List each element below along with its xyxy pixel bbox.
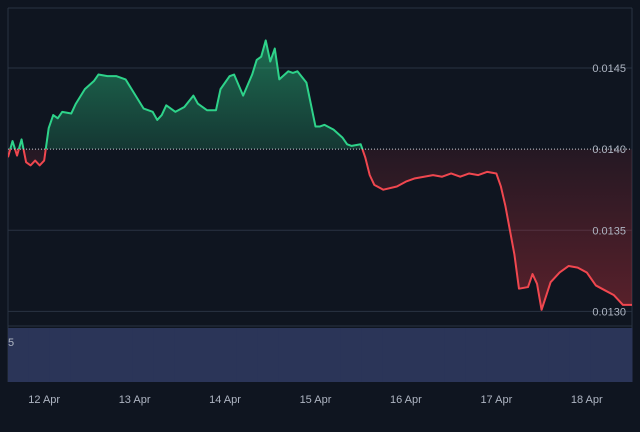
volume-bar	[257, 328, 279, 382]
volume-axis-label: 5	[8, 337, 14, 349]
price-line-above-baseline	[9, 39, 364, 150]
volume-bar	[507, 328, 529, 382]
x-tick-label: 15 Apr	[300, 394, 332, 406]
volume-bar	[28, 328, 51, 382]
volume-bar	[528, 328, 550, 382]
volume-bar	[299, 328, 321, 382]
y-axis: 0.0145 0.0140 0.0135 0.0130	[592, 63, 626, 318]
volume-bar	[340, 328, 363, 382]
volume-bar	[132, 328, 155, 382]
volume-bar	[278, 328, 300, 382]
volume-bar	[403, 328, 425, 382]
x-tick-label: 16 Apr	[390, 394, 422, 406]
price-area-fill	[8, 40, 632, 310]
x-tick-label: 17 Apr	[480, 394, 512, 406]
x-tick-label: 13 Apr	[119, 394, 151, 406]
volume-bar	[424, 328, 446, 382]
volume-bar	[320, 328, 342, 382]
volume-bar	[236, 328, 259, 382]
area-fill-above-baseline	[8, 40, 632, 150]
volume-bar	[611, 328, 633, 382]
y-tick-label: 0.0140	[592, 144, 626, 156]
volume-bar	[174, 328, 196, 382]
y-tick-label: 0.0135	[592, 225, 626, 237]
volume-bar	[8, 328, 30, 382]
volume-bar	[361, 328, 383, 382]
x-tick-label: 18 Apr	[571, 394, 603, 406]
price-line	[8, 39, 632, 311]
x-tick-label: 12 Apr	[28, 394, 60, 406]
volume-bar	[49, 328, 71, 382]
volume-bar	[569, 328, 591, 382]
volume-bar	[91, 328, 113, 382]
volume-bar	[382, 328, 404, 382]
volume-bar	[112, 328, 134, 382]
volume-bar	[70, 328, 92, 382]
volume-bar	[153, 328, 175, 382]
x-axis: 12 Apr 13 Apr 14 Apr 15 Apr 16 Apr 17 Apr 18 A…	[28, 394, 603, 406]
volume-bar	[548, 328, 571, 382]
grid-lines	[7, 7, 633, 382]
volume-bar	[465, 328, 487, 382]
volume-histogram: 5	[8, 328, 633, 382]
volume-bar	[216, 328, 238, 382]
volume-bar	[195, 328, 217, 382]
price-line-below-baseline	[8, 149, 632, 311]
volume-bar	[444, 328, 467, 382]
y-tick-label: 0.0130	[592, 306, 626, 318]
x-tick-label: 14 Apr	[209, 394, 241, 406]
area-fill-below-baseline	[8, 149, 632, 310]
y-tick-label: 0.0145	[592, 63, 626, 75]
volume-bar	[486, 328, 508, 382]
volume-bar	[590, 328, 612, 382]
